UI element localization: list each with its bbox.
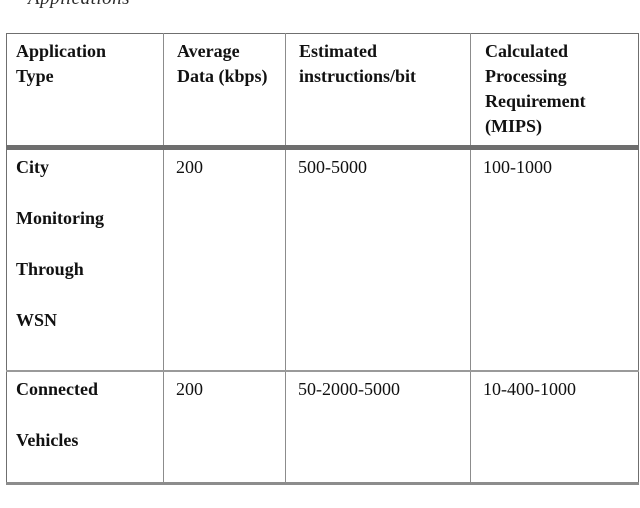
cell-instructions-per-bit: 500-5000 <box>285 147 471 372</box>
caption-text: Applications <box>28 0 640 8</box>
cell-processing-requirement: 10-400-1000 <box>483 378 576 399</box>
word-line: Through <box>16 259 84 279</box>
col-header-instructions-per-bit: Estimated instructions/bit <box>285 33 471 150</box>
cell-application-type: City Monitoring Through WSN <box>6 147 164 372</box>
col-header-processing-requirement: Calculated Processing Requirement (MIPS) <box>470 33 639 150</box>
cell-average-data: 200 <box>163 370 286 484</box>
word-line: Connected <box>16 378 98 399</box>
word-line: Monitoring <box>16 208 104 228</box>
word-line: City <box>16 157 49 177</box>
table-caption-clipped: Applications <box>0 0 640 12</box>
cell-average-data: 200 <box>163 147 286 372</box>
cell-application-type: Connected Vehicles <box>6 370 164 484</box>
table-row: Connected Vehicles 200 50-2000-5000 10-4… <box>6 370 639 484</box>
cell-instructions-per-bit: 50-2000-5000 <box>285 370 471 484</box>
col-header-application-type: Application Type <box>6 33 164 150</box>
cell-processing-requirement: 100-1000 <box>470 147 639 372</box>
col-header-average-data: Average Data (kbps) <box>163 33 286 150</box>
word-line: Vehicles <box>16 429 79 450</box>
table-header-row: Application Type Average Data (kbps) Est… <box>6 33 639 150</box>
applications-table: Application Type Average Data (kbps) Est… <box>6 33 639 485</box>
word-line: WSN <box>16 310 58 330</box>
table-row: City Monitoring Through WSN 200 500-5000… <box>6 147 639 372</box>
